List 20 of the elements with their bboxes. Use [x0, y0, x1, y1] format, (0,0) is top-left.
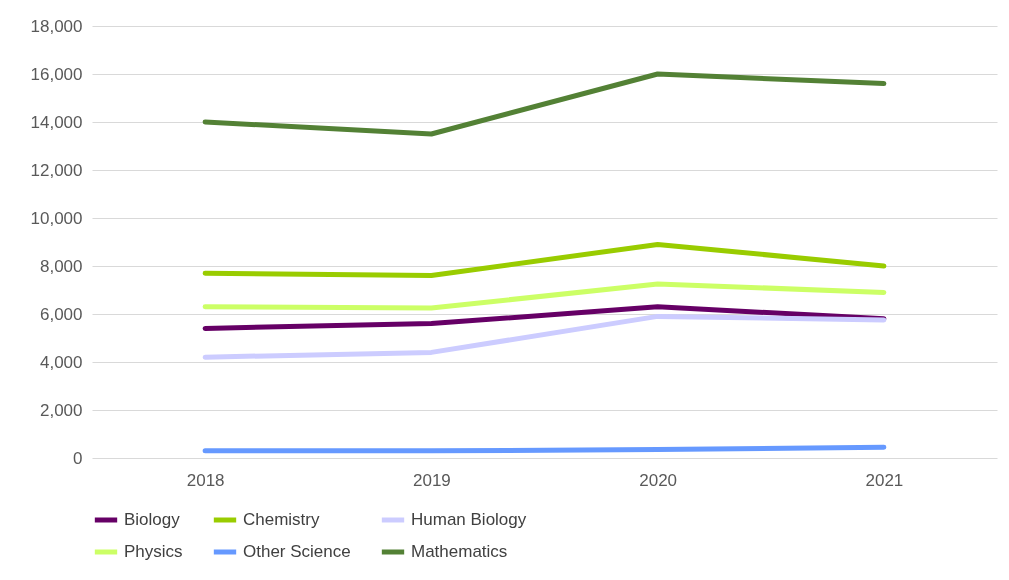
x-tick-label: 2021 [865, 470, 904, 490]
legend-label: Other Science [243, 542, 351, 561]
x-tick-label: 2019 [412, 470, 451, 490]
legend-label: Physics [124, 542, 183, 561]
y-tick-label: 12,000 [30, 160, 83, 180]
x-tick-label: 2018 [186, 470, 225, 490]
y-tick-label: 4,000 [39, 352, 83, 372]
y-tick-label: 6,000 [39, 304, 83, 324]
y-tick-label: 0 [73, 448, 83, 468]
y-tick-label: 8,000 [39, 256, 83, 276]
y-tick-label: 18,000 [30, 16, 83, 36]
legend-label: Biology [124, 510, 181, 529]
y-tick-label: 2,000 [39, 400, 83, 420]
y-tick-label: 16,000 [30, 64, 83, 84]
x-tick-label: 2020 [639, 470, 678, 490]
y-tick-label: 10,000 [30, 208, 83, 228]
y-tick-label: 14,000 [30, 112, 83, 132]
legend-label: Chemistry [243, 510, 321, 529]
legend-label: Human Biology [411, 510, 527, 529]
legend-label: Mathematics [411, 542, 508, 561]
